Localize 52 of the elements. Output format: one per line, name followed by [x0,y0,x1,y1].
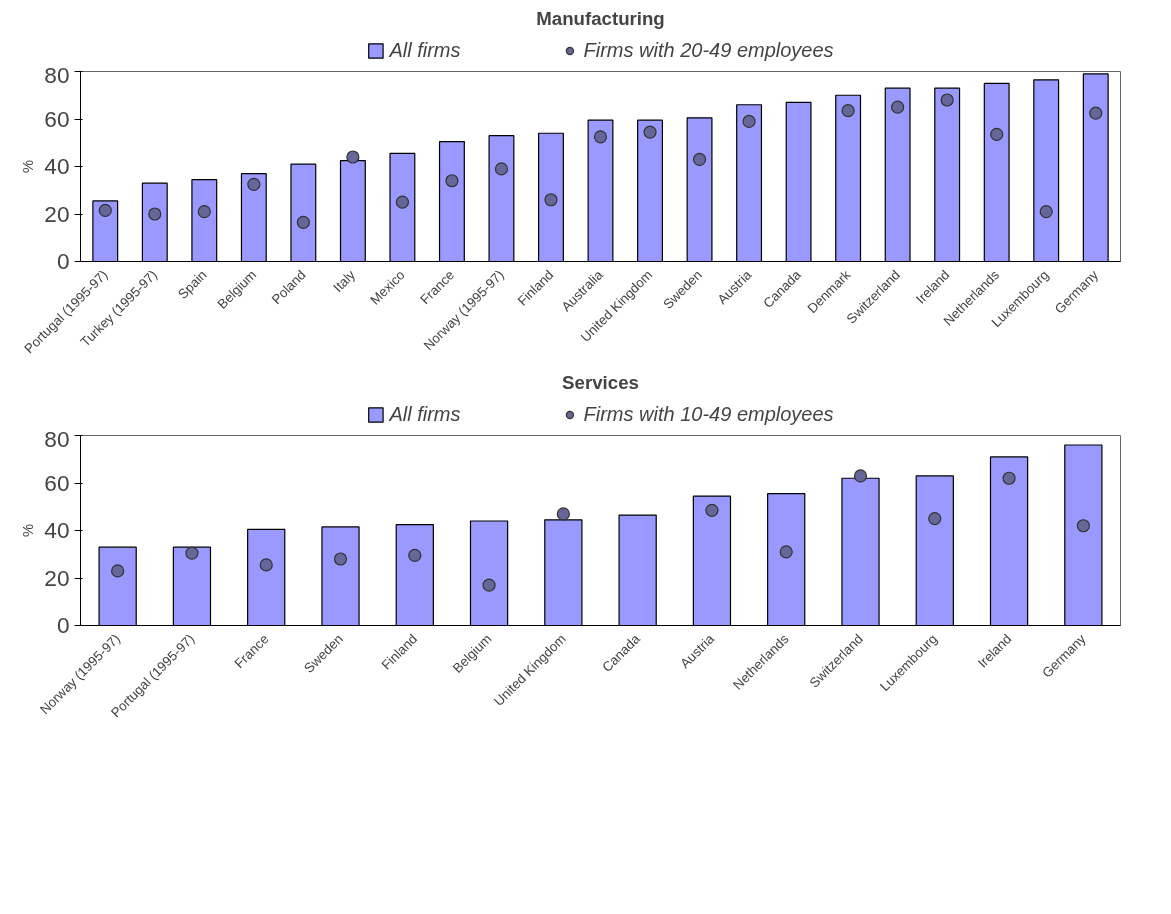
point [346,150,360,164]
point [643,125,657,139]
y-tick-label: 20 [44,200,70,227]
point [1076,519,1090,533]
legend-label: Firms with 20-49 employees [583,38,834,62]
point [556,507,570,521]
y-tick-label: 60 [44,105,70,132]
point [940,93,954,107]
point [148,207,162,221]
point [853,469,868,483]
point [494,162,509,176]
point [928,512,942,526]
point [742,114,756,128]
point [692,152,707,166]
y-tick-label: 40 [44,153,70,179]
point [111,564,125,578]
y-tick-label: 0 [56,612,70,638]
point [705,503,719,517]
y-tick-label: 20 [44,564,70,591]
legend-label: All firms [389,402,461,426]
point [296,215,310,229]
legend-label: All firms [389,38,461,62]
point [990,127,1004,142]
y-tick-label: 0 [56,248,70,274]
y-tick-label: 40 [44,517,70,543]
chart-title: Services [562,371,639,393]
chart-title: Manufacturing [536,7,665,29]
point [98,203,112,218]
point [1002,471,1016,485]
point [482,578,496,592]
legend-label: Firms with 10-49 employees [583,402,834,426]
point [445,174,459,188]
y-tick-label: 80 [44,425,70,452]
point [891,100,905,114]
point [1089,106,1103,120]
y-tick-label: 60 [44,469,70,496]
point [841,104,855,118]
y-axis-title: % [20,523,37,538]
point [247,177,261,191]
point [333,552,348,566]
x-tick-label: Italy [330,266,359,296]
point [408,548,422,563]
point [197,205,211,219]
y-axis-title: % [20,159,37,174]
point [185,546,199,560]
point [544,193,558,207]
point [395,195,409,209]
point [259,558,273,572]
y-tick-label: 80 [44,61,70,88]
point [1039,205,1053,219]
point [593,130,608,144]
point [779,545,793,559]
